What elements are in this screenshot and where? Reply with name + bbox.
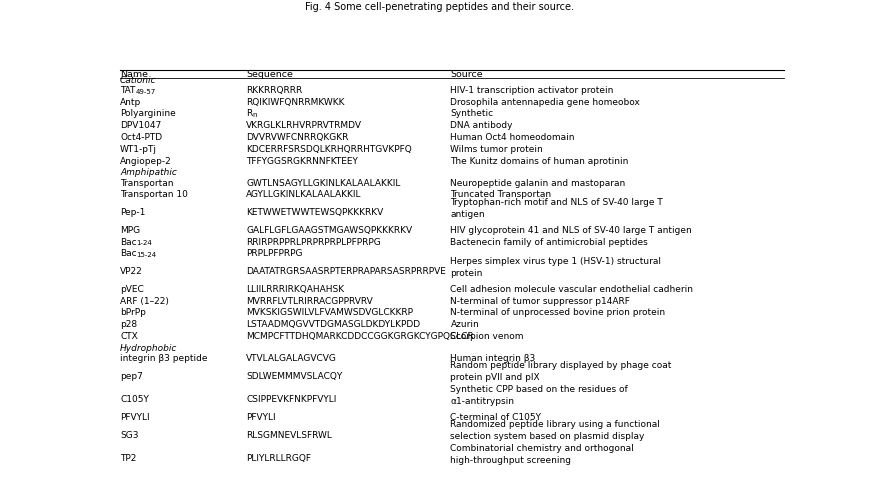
Text: Neuropeptide galanin and mastoparan: Neuropeptide galanin and mastoparan: [450, 179, 625, 188]
Text: n: n: [252, 113, 256, 118]
Text: p28: p28: [120, 320, 137, 329]
Text: MPG: MPG: [120, 226, 140, 235]
Text: Truncated Transportan: Truncated Transportan: [450, 190, 551, 199]
Text: DPV1047: DPV1047: [120, 121, 162, 130]
Text: bPrPp: bPrPp: [120, 308, 146, 318]
Text: Bac: Bac: [120, 250, 137, 258]
Text: high-throughput screening: high-throughput screening: [450, 456, 571, 465]
Text: protein: protein: [450, 269, 482, 278]
Text: Pep-1: Pep-1: [120, 208, 145, 217]
Text: pVEC: pVEC: [120, 285, 144, 294]
Text: RQIKIWFQNRRMKWKK: RQIKIWFQNRRMKWKK: [246, 98, 344, 107]
Text: WT1-pTj: WT1-pTj: [120, 145, 157, 154]
Text: VTVLALGALAGVCVG: VTVLALGALAGVCVG: [246, 354, 336, 363]
Text: TFFYGGSRGKRNNFKTEEY: TFFYGGSRGKRNNFKTEEY: [246, 157, 357, 166]
Text: 49-57: 49-57: [135, 89, 155, 95]
Text: Human Oct4 homeodomain: Human Oct4 homeodomain: [450, 133, 574, 142]
Text: Amphipathic: Amphipathic: [120, 169, 176, 178]
Text: Polyarginine: Polyarginine: [120, 110, 176, 118]
Text: Scorpion venom: Scorpion venom: [450, 332, 523, 341]
Text: DVVRVWFCNRRQKGKR: DVVRVWFCNRRQKGKR: [246, 133, 348, 142]
Text: LSTAADMQGVVTDGMASGLDKDYLKPDD: LSTAADMQGVVTDGMASGLDKDYLKPDD: [246, 320, 420, 329]
Text: TAT: TAT: [120, 86, 135, 95]
Text: SDLWEMMMVSLACQY: SDLWEMMMVSLACQY: [246, 372, 342, 380]
Text: VKRGLKLRHVRPRVTRMDV: VKRGLKLRHVRPRVTRMDV: [246, 121, 362, 130]
Text: ARF (1–22): ARF (1–22): [120, 297, 169, 306]
Text: C105Y: C105Y: [120, 395, 148, 404]
Text: Herpes simplex virus type 1 (HSV-1) structural: Herpes simplex virus type 1 (HSV-1) stru…: [450, 257, 661, 266]
Text: VP22: VP22: [120, 267, 143, 276]
Text: PFVYLI: PFVYLI: [246, 413, 276, 422]
Text: AGYLLGKINLKALAALAKKIL: AGYLLGKINLKALAALAKKIL: [246, 190, 361, 199]
Text: Source: Source: [450, 69, 483, 79]
Text: R: R: [246, 110, 252, 118]
Text: PRPLPFPRPG: PRPLPFPRPG: [246, 250, 302, 258]
Text: Transportan 10: Transportan 10: [120, 190, 188, 199]
Text: GWTLNSAGYLLGKINLKALAALAKKIL: GWTLNSAGYLLGKINLKALAALAKKIL: [246, 179, 400, 188]
Text: N-terminal of tumor suppressor p14ARF: N-terminal of tumor suppressor p14ARF: [450, 297, 630, 306]
Text: PFVYLI: PFVYLI: [120, 413, 149, 422]
Text: Tryptophan-rich motif and NLS of SV-40 large T: Tryptophan-rich motif and NLS of SV-40 l…: [450, 198, 663, 207]
Text: Human integrin β3: Human integrin β3: [450, 354, 535, 363]
Text: LLIILRRRIRKQAHAHSK: LLIILRRRIRKQAHAHSK: [246, 285, 344, 294]
Text: GALFLGFLGAAGSTMGAWSQPKKKRKV: GALFLGFLGAAGSTMGAWSQPKKKRKV: [246, 226, 412, 235]
Text: N-terminal of unprocessed bovine prion protein: N-terminal of unprocessed bovine prion p…: [450, 308, 665, 318]
Text: Cationic: Cationic: [120, 76, 156, 85]
Text: Fig. 4 Some cell-penetrating peptides and their source.: Fig. 4 Some cell-penetrating peptides an…: [305, 2, 573, 12]
Text: Angiopep-2: Angiopep-2: [120, 157, 171, 166]
Text: PLIYLRLLRGQF: PLIYLRLLRGQF: [246, 454, 311, 463]
Text: MVRRFLVTLRIRRACGPPRVRV: MVRRFLVTLRIRRACGPPRVRV: [246, 297, 372, 306]
Text: Randomized peptide library using a functional: Randomized peptide library using a funct…: [450, 421, 659, 430]
Text: CTX: CTX: [120, 332, 138, 341]
Text: KETWWETWWTEWSQPKKKRKV: KETWWETWWTEWSQPKKKRKV: [246, 208, 383, 217]
Text: Cell adhesion molecule vascular endothelial cadherin: Cell adhesion molecule vascular endothel…: [450, 285, 693, 294]
Text: HIV glycoprotein 41 and NLS of SV-40 large T antigen: HIV glycoprotein 41 and NLS of SV-40 lar…: [450, 226, 692, 235]
Text: DNA antibody: DNA antibody: [450, 121, 513, 130]
Text: Transportan: Transportan: [120, 179, 173, 188]
Text: Synthetic: Synthetic: [450, 110, 493, 118]
Text: RKKRRQRRR: RKKRRQRRR: [246, 86, 302, 95]
Text: TP2: TP2: [120, 454, 136, 463]
Text: Bac: Bac: [120, 238, 137, 247]
Text: KDCERRFSRSDQLKRHQRRHTGVKPFQ: KDCERRFSRSDQLKRHQRRHTGVKPFQ: [246, 145, 412, 154]
Text: pep7: pep7: [120, 372, 143, 380]
Text: MVKSKIGSWILVLFVAMWSDVGLCKKRP: MVKSKIGSWILVLFVAMWSDVGLCKKRP: [246, 308, 413, 318]
Text: Drosophila antennapedia gene homeobox: Drosophila antennapedia gene homeobox: [450, 98, 640, 107]
Text: Combinatorial chemistry and orthogonal: Combinatorial chemistry and orthogonal: [450, 444, 634, 453]
Text: Bactenecin family of antimicrobial peptides: Bactenecin family of antimicrobial pepti…: [450, 238, 647, 247]
Text: The Kunitz domains of human aprotinin: The Kunitz domains of human aprotinin: [450, 157, 628, 166]
Text: Antp: Antp: [120, 98, 141, 107]
Text: DAATATRGRSAASRPTERPRAPARSASRPRRPVE: DAATATRGRSAASRPTERPRAPARSASRPRRPVE: [246, 267, 445, 276]
Text: 1-24: 1-24: [137, 240, 152, 247]
Text: selection system based on plasmid display: selection system based on plasmid displa…: [450, 432, 644, 441]
Text: 15-24: 15-24: [137, 252, 156, 258]
Text: SG3: SG3: [120, 431, 139, 440]
Text: CSIPPEVKFNKPFVYLI: CSIPPEVKFNKPFVYLI: [246, 395, 336, 404]
Text: α1-antitrypsin: α1-antitrypsin: [450, 397, 514, 406]
Text: HIV-1 transcription activator protein: HIV-1 transcription activator protein: [450, 86, 613, 95]
Text: C-terminal of C105Y: C-terminal of C105Y: [450, 413, 541, 422]
Text: RLSGMNEVLSFRWL: RLSGMNEVLSFRWL: [246, 431, 332, 440]
Text: Random peptide library displayed by phage coat: Random peptide library displayed by phag…: [450, 362, 671, 370]
Text: protein pVII and pIX: protein pVII and pIX: [450, 373, 539, 382]
Text: Oct4-PTD: Oct4-PTD: [120, 133, 162, 142]
Text: Name: Name: [120, 69, 148, 79]
Text: integrin β3 peptide: integrin β3 peptide: [120, 354, 207, 363]
Text: Azurin: Azurin: [450, 320, 479, 329]
Text: Synthetic CPP based on the residues of: Synthetic CPP based on the residues of: [450, 385, 628, 394]
Text: RRIRPRPPRLPRPRPRPLPFPRPG: RRIRPRPPRLPRPRPRPLPFPRPG: [246, 238, 380, 247]
Text: Hydrophobic: Hydrophobic: [120, 344, 177, 353]
Text: Wilms tumor protein: Wilms tumor protein: [450, 145, 543, 154]
Text: MCMPCFTTDHQMARKCDDCCGGKGRGKCYGPQCLCR: MCMPCFTTDHQMARKCDDCCGGKGRGKCYGPQCLCR: [246, 332, 473, 341]
Text: Sequence: Sequence: [246, 69, 292, 79]
Text: antigen: antigen: [450, 210, 485, 219]
